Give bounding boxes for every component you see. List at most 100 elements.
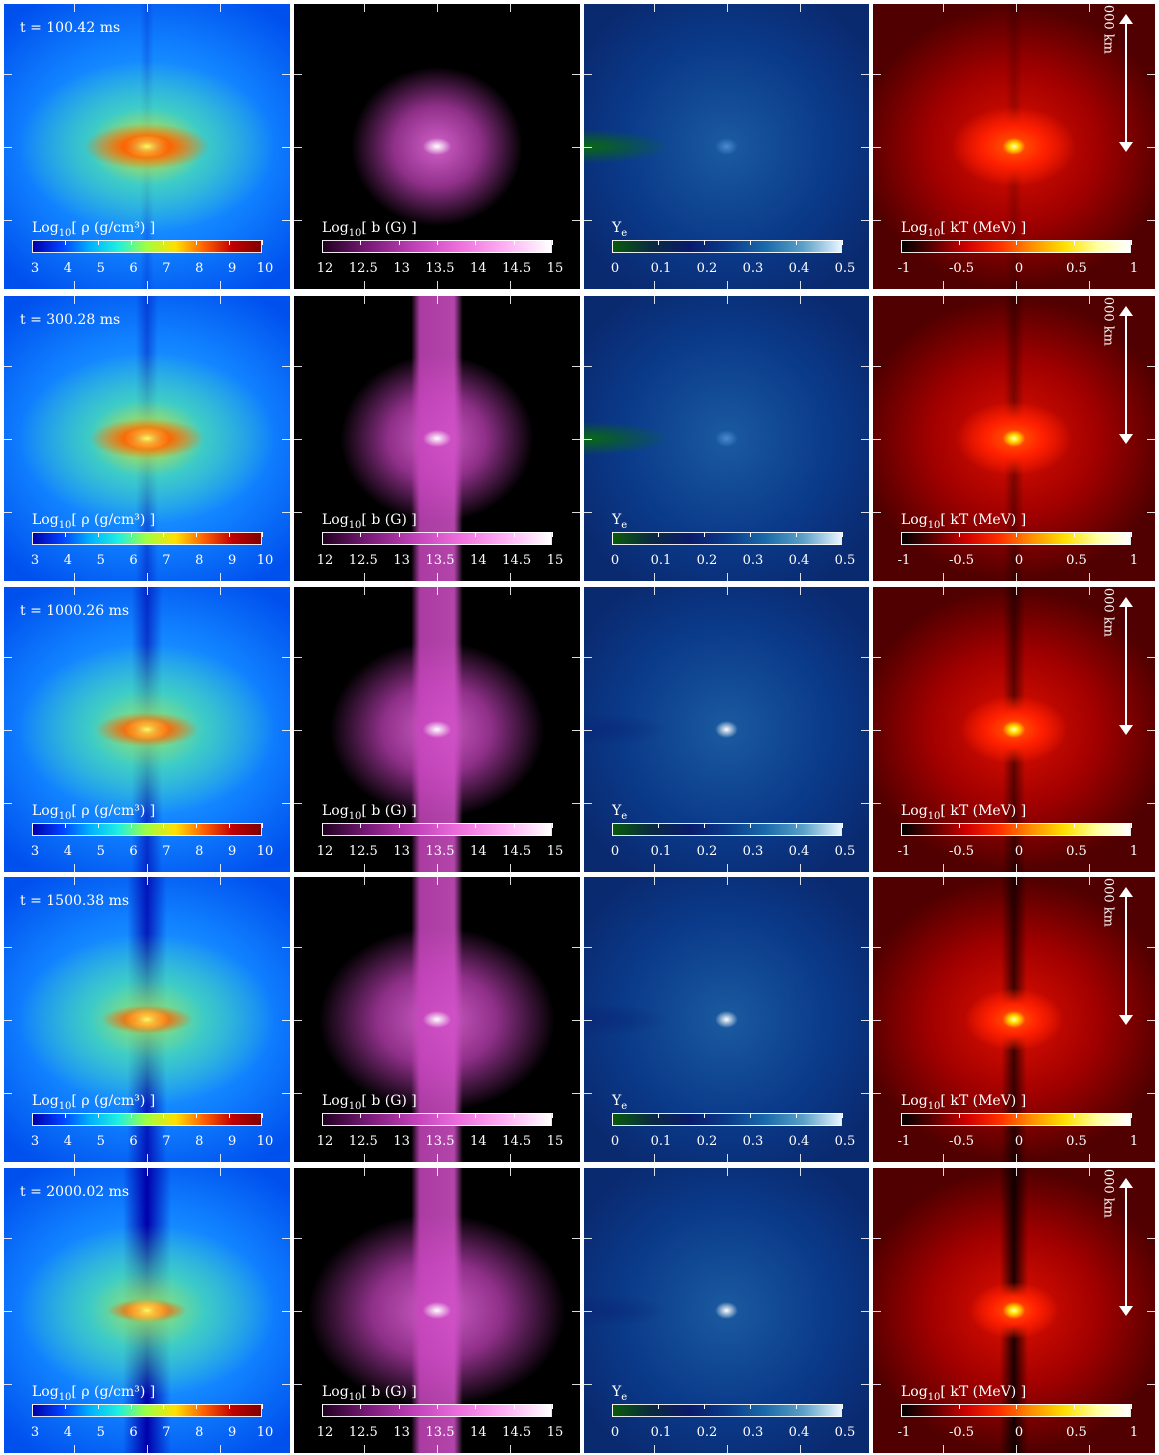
colorbar-title-subscript: 10 xyxy=(927,227,941,239)
colorbar-tick xyxy=(958,532,960,537)
colorbar-tick-label: 9 xyxy=(228,1134,237,1149)
axis-tick xyxy=(873,366,881,367)
panel-b-row-2: Log10[ b (G) ] 12 12.5 13 13.5 14 14.5 15 xyxy=(294,296,580,581)
arrow-up-icon xyxy=(1119,597,1133,607)
axis-tick xyxy=(294,803,302,804)
colorbar-tick xyxy=(658,532,659,537)
colorbar-tick xyxy=(398,823,400,828)
colorbar-title: Log10[ b (G) ] xyxy=(322,512,417,531)
axis-tick xyxy=(364,877,365,885)
panel-b-row-5: Log10[ b (G) ] 12 12.5 13 13.5 14 14.5 15 xyxy=(294,1168,580,1453)
colorbar-tick xyxy=(437,240,438,245)
axis-tick xyxy=(1016,1445,1017,1453)
colorbar-tick-label: -0.5 xyxy=(948,261,975,276)
colorbar-tick-label: 0.5 xyxy=(1066,1134,1087,1149)
colorbar-tick xyxy=(163,1404,165,1409)
colorbar-ye xyxy=(612,823,842,836)
scale-line xyxy=(1125,603,1127,729)
colorbar-tick xyxy=(130,240,132,245)
colorbar-tick-label: 12 xyxy=(316,553,334,568)
axis-tick xyxy=(510,573,511,581)
colorbar-tick xyxy=(32,1113,33,1118)
axis-tick xyxy=(873,1384,881,1385)
axis-tick xyxy=(4,1020,12,1021)
colorbar-tick-label: 10 xyxy=(256,844,274,859)
axis-tick xyxy=(727,1168,728,1176)
axis-tick xyxy=(861,1093,869,1094)
colorbar-tick-label: 5 xyxy=(96,261,105,276)
arrow-up-icon xyxy=(1119,306,1133,316)
axis-tick xyxy=(437,281,438,289)
colorbar-tick-label: 13 xyxy=(393,553,410,568)
axis-tick xyxy=(800,281,801,289)
colorbar-tick-label: 0.3 xyxy=(742,261,764,276)
axis-tick xyxy=(220,1168,221,1176)
scale-line xyxy=(1125,893,1127,1019)
axis-tick xyxy=(147,4,148,12)
colorbar-tick xyxy=(901,823,902,828)
colorbar-tick-label: 4 xyxy=(63,1134,72,1149)
axis-tick xyxy=(584,147,592,148)
colorbar-title-prefix: Y xyxy=(612,1093,622,1109)
colorbar-tick-label: 6 xyxy=(129,1425,138,1440)
colorbar-tick xyxy=(796,532,797,537)
axis-tick xyxy=(220,281,221,289)
colorbar-title-suffix: [ b (G) ] xyxy=(361,803,417,819)
axis-tick xyxy=(4,220,12,221)
axis-tick xyxy=(1089,281,1090,289)
axis-tick xyxy=(294,512,302,513)
colorbar-tick-label: 10 xyxy=(256,1134,274,1149)
colorbar-tick xyxy=(1016,823,1017,828)
axis-tick xyxy=(4,730,12,731)
colorbar-title: Log10[ kT (MeV) ] xyxy=(901,803,1026,822)
colorbar-title-prefix: Log xyxy=(32,512,59,528)
colorbar-tick xyxy=(32,1404,33,1409)
axis-tick xyxy=(364,1445,365,1453)
colorbar-title: Log10[ ρ (g/cm³) ] xyxy=(32,220,155,239)
axis-tick xyxy=(727,296,728,304)
colorbar-tick xyxy=(196,823,198,828)
arrow-down-icon xyxy=(1119,725,1133,735)
axis-tick xyxy=(1147,439,1155,440)
colorbar-tick xyxy=(612,1404,613,1409)
colorbar-tick xyxy=(437,532,438,537)
colorbar-tick xyxy=(1073,532,1075,537)
colorbar-title-subscript: 10 xyxy=(348,227,362,239)
axis-tick xyxy=(873,1020,881,1021)
colorbar-tick-label: 0.2 xyxy=(696,1134,718,1149)
colorbar-tick xyxy=(475,823,477,828)
colorbar-tick xyxy=(64,1113,66,1118)
colorbar-tick-label: 0.2 xyxy=(696,844,718,859)
axis-tick xyxy=(282,657,290,658)
colorbar-ye xyxy=(612,532,842,545)
colorbar-title: Ye xyxy=(612,803,627,822)
colorbar-tick xyxy=(97,1113,99,1118)
colorbar-title-subscript: 10 xyxy=(58,1391,72,1403)
colorbar-tick-label: 6 xyxy=(129,553,138,568)
axis-tick xyxy=(74,1168,75,1176)
colorbar-tick xyxy=(437,1404,438,1409)
colorbar-tick-label: 1 xyxy=(1129,844,1139,859)
colorbar-tick-label: 7 xyxy=(162,1134,171,1149)
colorbar-tick-label: 10 xyxy=(256,553,274,568)
colorbar-tick-label: 1 xyxy=(1129,1425,1139,1440)
axis-tick xyxy=(800,1168,801,1176)
colorbar-tick-label: 9 xyxy=(228,1425,237,1440)
colorbar-tick-label: 8 xyxy=(195,1134,204,1149)
axis-tick xyxy=(220,1154,221,1162)
colorbar-tick xyxy=(163,240,165,245)
colorbar-tick-label: 0 xyxy=(1014,844,1024,859)
axis-tick xyxy=(943,1445,944,1453)
colorbar-title-suffix: [ kT (MeV) ] xyxy=(940,803,1027,819)
colorbar-tick xyxy=(612,823,613,828)
colorbar-tick xyxy=(612,240,613,245)
colorbar-title: Log10[ b (G) ] xyxy=(322,803,417,822)
colorbar-ye xyxy=(612,1404,842,1417)
axis-tick xyxy=(1089,573,1090,581)
colorbar-tick-label: 8 xyxy=(195,1425,204,1440)
colorbar-tick-label: 0.2 xyxy=(696,553,718,568)
scale-bar-arrow xyxy=(1119,1178,1133,1316)
colorbar-tick xyxy=(229,1404,231,1409)
axis-tick xyxy=(1147,512,1155,513)
axis-tick xyxy=(873,220,881,221)
